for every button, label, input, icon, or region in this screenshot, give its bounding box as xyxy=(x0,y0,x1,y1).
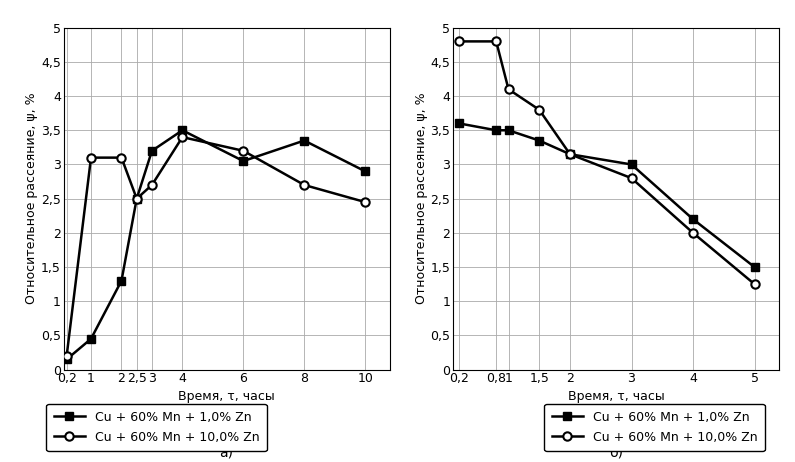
Cu + 60% Mn + 10,0% Zn xyxy=(86,155,95,160)
Cu + 60% Mn + 10,0% Zn xyxy=(504,86,514,92)
Cu + 60% Mn + 1,0% Zn xyxy=(117,278,126,284)
Cu + 60% Mn + 10,0% Zn xyxy=(565,152,575,157)
Cu + 60% Mn + 10,0% Zn xyxy=(534,107,544,113)
Text: а): а) xyxy=(219,446,234,460)
X-axis label: Время, τ, часы: Время, τ, часы xyxy=(178,389,275,402)
Line: Cu + 60% Mn + 1,0% Zn: Cu + 60% Mn + 1,0% Zn xyxy=(455,119,758,271)
Cu + 60% Mn + 10,0% Zn xyxy=(455,39,464,44)
Cu + 60% Mn + 1,0% Zn xyxy=(300,138,309,143)
Cu + 60% Mn + 1,0% Zn xyxy=(565,152,575,157)
Line: Cu + 60% Mn + 1,0% Zn: Cu + 60% Mn + 1,0% Zn xyxy=(63,126,370,364)
Cu + 60% Mn + 1,0% Zn xyxy=(360,169,370,174)
Cu + 60% Mn + 1,0% Zn xyxy=(62,357,72,362)
Y-axis label: Относительное рассеяние, ψ, %: Относительное рассеяние, ψ, % xyxy=(415,93,428,304)
Cu + 60% Mn + 10,0% Zn xyxy=(117,155,126,160)
Cu + 60% Mn + 1,0% Zn xyxy=(455,121,464,126)
Text: б): б) xyxy=(609,446,623,460)
Cu + 60% Mn + 1,0% Zn xyxy=(86,336,95,341)
Cu + 60% Mn + 1,0% Zn xyxy=(491,128,501,133)
Cu + 60% Mn + 10,0% Zn xyxy=(360,199,370,205)
Cu + 60% Mn + 10,0% Zn xyxy=(132,196,142,201)
Cu + 60% Mn + 10,0% Zn xyxy=(177,134,187,140)
Legend: Cu + 60% Mn + 1,0% Zn, Cu + 60% Mn + 10,0% Zn: Cu + 60% Mn + 1,0% Zn, Cu + 60% Mn + 10,… xyxy=(46,404,267,451)
Cu + 60% Mn + 10,0% Zn xyxy=(62,353,72,359)
Legend: Cu + 60% Mn + 1,0% Zn, Cu + 60% Mn + 10,0% Zn: Cu + 60% Mn + 1,0% Zn, Cu + 60% Mn + 10,… xyxy=(544,404,765,451)
Line: Cu + 60% Mn + 10,0% Zn: Cu + 60% Mn + 10,0% Zn xyxy=(63,133,370,360)
X-axis label: Время, τ, часы: Время, τ, часы xyxy=(568,389,665,402)
Cu + 60% Mn + 1,0% Zn xyxy=(177,128,187,133)
Cu + 60% Mn + 10,0% Zn xyxy=(238,148,248,153)
Cu + 60% Mn + 1,0% Zn xyxy=(147,148,157,153)
Line: Cu + 60% Mn + 10,0% Zn: Cu + 60% Mn + 10,0% Zn xyxy=(455,37,758,288)
Cu + 60% Mn + 1,0% Zn xyxy=(132,196,142,201)
Cu + 60% Mn + 10,0% Zn xyxy=(626,176,636,181)
Cu + 60% Mn + 10,0% Zn xyxy=(300,182,309,188)
Cu + 60% Mn + 10,0% Zn xyxy=(750,281,759,287)
Cu + 60% Mn + 10,0% Zn xyxy=(688,230,698,236)
Cu + 60% Mn + 1,0% Zn xyxy=(238,158,248,164)
Cu + 60% Mn + 1,0% Zn xyxy=(504,128,514,133)
Cu + 60% Mn + 10,0% Zn xyxy=(491,39,501,44)
Cu + 60% Mn + 1,0% Zn xyxy=(688,216,698,222)
Y-axis label: Относительное рассеяние, ψ, %: Относительное рассеяние, ψ, % xyxy=(25,93,38,304)
Cu + 60% Mn + 10,0% Zn xyxy=(147,182,157,188)
Cu + 60% Mn + 1,0% Zn xyxy=(750,264,759,270)
Cu + 60% Mn + 1,0% Zn xyxy=(534,138,544,143)
Cu + 60% Mn + 1,0% Zn xyxy=(626,162,636,167)
